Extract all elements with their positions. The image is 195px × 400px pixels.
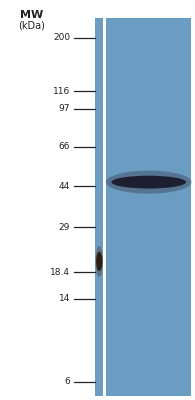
Ellipse shape [96,252,102,271]
Text: 97: 97 [59,104,70,114]
Text: 29: 29 [59,223,70,232]
Text: 116: 116 [53,87,70,96]
Text: (kDa): (kDa) [18,21,45,31]
Text: 18.4: 18.4 [50,268,70,276]
Text: 14: 14 [59,294,70,303]
Text: 200: 200 [53,34,70,42]
Bar [104,18,106,396]
Text: 6: 6 [65,378,70,386]
Ellipse shape [111,176,186,188]
Text: 44: 44 [59,182,70,191]
Text: MW: MW [20,10,43,20]
Bar [95,18,103,396]
Ellipse shape [106,170,192,194]
Ellipse shape [96,246,103,277]
Bar [106,18,191,396]
Text: 66: 66 [59,142,70,151]
